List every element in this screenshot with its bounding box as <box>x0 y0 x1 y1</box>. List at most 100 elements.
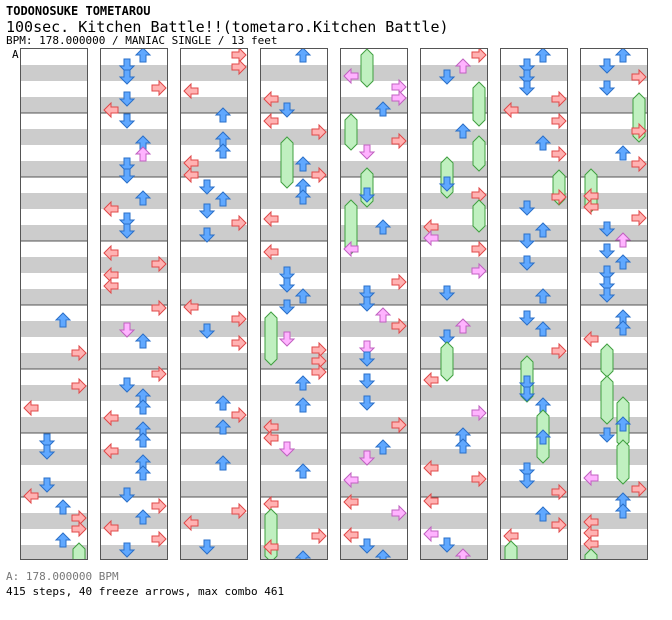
arrow-down-icon <box>358 144 376 160</box>
freeze-hold-icon <box>72 542 86 559</box>
arrow-up-icon <box>614 492 632 508</box>
arrow-up-icon <box>134 421 152 437</box>
arrow-left-icon <box>343 493 359 511</box>
arrow-right-icon <box>71 377 87 395</box>
arrow-down-icon <box>358 296 376 312</box>
arrow-right-icon <box>551 342 567 360</box>
arrow-up-icon <box>454 427 472 443</box>
arrow-up-icon <box>614 232 632 248</box>
arrow-up-icon <box>614 416 632 432</box>
arrow-left-icon <box>183 82 199 100</box>
arrow-left-icon <box>103 519 119 537</box>
arrow-down-icon <box>358 538 376 554</box>
arrow-down-icon <box>118 487 136 503</box>
arrow-up-icon <box>614 320 632 336</box>
arrow-down-icon <box>598 221 616 237</box>
footer-bpm: A: 178.000000 BPM <box>6 570 119 583</box>
arrow-right-icon <box>71 344 87 362</box>
arrow-up-icon <box>134 454 152 470</box>
arrow-right-icon <box>311 123 327 141</box>
arrow-down-icon <box>278 102 296 118</box>
arrow-right-icon <box>391 504 407 522</box>
arrow-down-icon <box>518 80 536 96</box>
arrow-down-icon <box>598 80 616 96</box>
arrow-left-icon <box>263 429 279 447</box>
arrow-up-icon <box>134 146 152 162</box>
chart-column <box>420 48 488 560</box>
arrow-down-icon <box>438 176 456 192</box>
arrow-left-icon <box>343 526 359 544</box>
arrow-right-icon <box>391 89 407 107</box>
arrow-left-icon <box>423 371 439 389</box>
arrow-left-icon <box>263 210 279 228</box>
freeze-hold-icon <box>440 341 454 382</box>
arrow-down-icon <box>518 200 536 216</box>
arrow-up-icon <box>294 463 312 479</box>
arrow-up-icon <box>134 509 152 525</box>
arrow-up-icon <box>374 219 392 235</box>
arrow-up-icon <box>214 455 232 471</box>
arrow-up-icon <box>534 288 552 304</box>
arrow-down-icon <box>38 444 56 460</box>
chart-column <box>260 48 328 560</box>
arrow-down-icon <box>118 223 136 239</box>
arrow-down-icon <box>358 395 376 411</box>
freeze-hold-icon <box>600 375 614 425</box>
arrow-right-icon <box>231 502 247 520</box>
arrow-left-icon <box>23 487 39 505</box>
arrow-right-icon <box>231 49 247 64</box>
arrow-up-icon <box>614 309 632 325</box>
arrow-right-icon <box>551 516 567 534</box>
arrow-down-icon <box>118 91 136 107</box>
arrow-up-icon <box>214 131 232 147</box>
arrow-right-icon <box>551 483 567 501</box>
arrow-left-icon <box>343 240 359 258</box>
arrow-right-icon <box>471 240 487 258</box>
arrow-up-icon <box>374 549 392 559</box>
arrow-down-icon <box>438 329 456 345</box>
arrow-left-icon <box>583 524 599 542</box>
arrow-up-icon <box>374 439 392 455</box>
arrow-right-icon <box>231 214 247 232</box>
arrow-up-icon <box>534 429 552 445</box>
arrow-down-icon <box>358 351 376 367</box>
arrow-up-icon <box>214 395 232 411</box>
arrow-up-icon <box>134 432 152 448</box>
arrow-up-icon <box>454 318 472 334</box>
arrow-down-icon <box>118 113 136 129</box>
chart-column <box>180 48 248 560</box>
arrow-right-icon <box>631 68 647 86</box>
arrow-up-icon <box>454 548 472 559</box>
freeze-hold-icon <box>472 81 486 127</box>
arrow-left-icon <box>263 495 279 513</box>
arrow-right-icon <box>151 365 167 383</box>
arrow-down-icon <box>198 323 216 339</box>
arrow-right-icon <box>71 520 87 538</box>
arrow-down-icon <box>278 331 296 347</box>
freeze-hold-icon <box>472 135 486 172</box>
arrow-left-icon <box>503 101 519 119</box>
arrow-up-icon <box>534 506 552 522</box>
arrow-left-icon <box>343 471 359 489</box>
arrow-up-icon <box>134 388 152 404</box>
arrow-down-icon <box>518 255 536 271</box>
arrow-left-icon <box>583 187 599 205</box>
chart-info: BPM: 178.000000 / MANIAC SINGLE / 13 fee… <box>6 34 278 47</box>
arrow-right-icon <box>471 49 487 64</box>
arrow-down-icon <box>598 243 616 259</box>
arrow-left-icon <box>263 538 279 556</box>
arrow-left-icon <box>183 166 199 184</box>
arrow-up-icon <box>134 399 152 415</box>
arrow-left-icon <box>103 442 119 460</box>
arrow-down-icon <box>198 179 216 195</box>
arrow-up-icon <box>534 222 552 238</box>
arrow-left-icon <box>183 514 199 532</box>
arrow-down-icon <box>598 58 616 74</box>
arrow-down-icon <box>358 450 376 466</box>
arrow-up-icon <box>294 288 312 304</box>
arrow-down-icon <box>518 473 536 489</box>
arrow-left-icon <box>263 243 279 261</box>
freeze-hold-icon <box>280 136 294 189</box>
arrow-down-icon <box>118 542 136 558</box>
